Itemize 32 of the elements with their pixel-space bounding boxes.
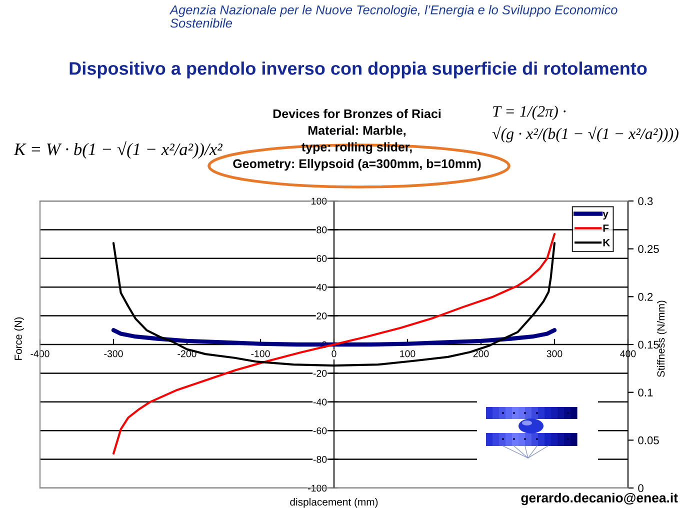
line-series <box>111 328 557 347</box>
y2-axis-title: Stiffness (N/mm) <box>657 300 667 377</box>
y-tick-label: -20 <box>313 370 327 377</box>
y2-tick-label: 0.1 <box>638 388 653 396</box>
y-tick-label: 40 <box>316 284 327 291</box>
legend-label: F <box>603 224 609 232</box>
y-tick-label: 60 <box>316 255 327 262</box>
text: Agenzia Nazionale per le Nuove Tecnologie, l’Energia e lo Sviluppo Economico Sostenibile <box>169 5 618 28</box>
x-tick-label: 100 <box>400 350 416 358</box>
x-axis-title: displacement (mm) <box>290 498 378 508</box>
y2-tick-label: 0.3 <box>638 197 653 206</box>
y-tick-label: -80 <box>313 456 327 463</box>
x-tick-label: -100 <box>251 350 270 358</box>
legend-label: K <box>603 239 610 246</box>
y2-tick-label: 0.25 <box>638 245 659 253</box>
y-tick-label: 80 <box>316 226 327 234</box>
x-tick-label: 0 <box>332 350 336 358</box>
x-tick-label: 300 <box>546 350 562 358</box>
text: gerardo.decanio@enea.it <box>521 492 678 506</box>
y-axis-title: Force (N) <box>14 317 24 360</box>
y-tick-label: -60 <box>313 427 327 434</box>
legend-label: y <box>602 212 608 220</box>
y-tick-label: -40 <box>313 398 327 406</box>
y2-tick-label: 0 <box>638 484 644 492</box>
text: T = 1/(2π) · √(g · x²/(b(1 − √(1 − x²/a²)))) <box>492 106 678 142</box>
y-tick-label: 20 <box>316 312 327 320</box>
chart-title: Dispositivo a pendolo inverso con doppia superficie di rotolamento <box>70 62 647 78</box>
y2-tick-label: 0.15 <box>638 340 659 349</box>
y2-tick-label: 0.05 <box>638 436 659 444</box>
text: K = W · b(1 − √(1 − x²/a²))/x² <box>14 141 223 159</box>
x-tick-label: -300 <box>104 350 123 358</box>
y2-tick-label: 0.2 <box>638 292 653 301</box>
